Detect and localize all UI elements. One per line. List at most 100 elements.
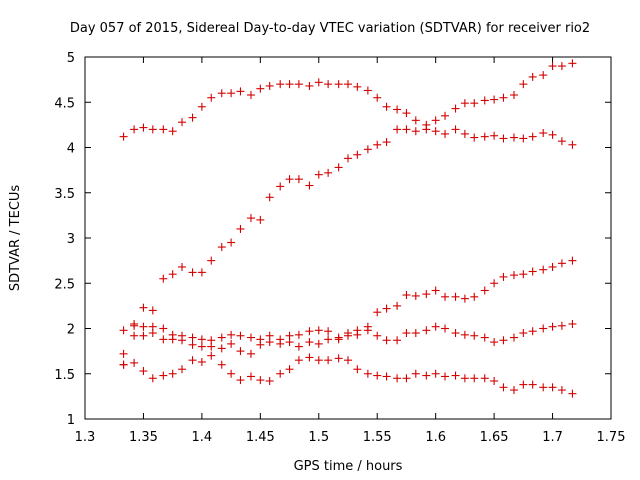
data-point xyxy=(363,145,372,154)
data-point xyxy=(276,182,285,191)
data-point xyxy=(334,333,343,342)
data-point xyxy=(236,224,245,233)
data-point xyxy=(139,123,148,132)
data-point xyxy=(402,329,411,338)
data-point xyxy=(363,369,372,378)
data-point xyxy=(470,331,479,340)
data-point xyxy=(382,336,391,345)
data-point xyxy=(227,238,236,247)
data-point xyxy=(256,376,265,385)
data-point xyxy=(227,89,236,98)
data-point xyxy=(499,272,508,281)
data-point xyxy=(402,291,411,300)
data-point xyxy=(451,104,460,113)
x-tick-label: 1.7 xyxy=(542,430,563,445)
data-point xyxy=(441,111,450,120)
y-tick-label: 1 xyxy=(67,413,75,428)
data-point xyxy=(382,102,391,111)
data-point xyxy=(373,371,382,380)
data-point xyxy=(422,125,431,134)
data-point xyxy=(557,321,566,330)
data-point xyxy=(246,333,255,342)
y-tick-label: 3 xyxy=(67,232,75,247)
data-point xyxy=(139,367,148,376)
data-point xyxy=(470,133,479,142)
data-point xyxy=(276,339,285,348)
data-point xyxy=(411,127,420,136)
data-point xyxy=(431,369,440,378)
axis-ticks: 1.3 1.35 1.4 1.45 1.5 1.55 1.6 1.65 1.7 1.75 1 1.5 2… xyxy=(54,51,625,445)
x-tick-label: 1.5 xyxy=(308,430,329,445)
data-point xyxy=(285,175,294,184)
data-point xyxy=(207,351,216,360)
data-point xyxy=(402,109,411,118)
data-point xyxy=(159,125,168,134)
data-point xyxy=(227,339,236,348)
data-point xyxy=(451,329,460,338)
data-point xyxy=(451,292,460,301)
data-point xyxy=(246,214,255,223)
y-tick-label: 3.5 xyxy=(54,187,75,202)
data-point xyxy=(314,356,323,365)
data-point xyxy=(539,71,548,80)
data-point xyxy=(207,256,216,265)
data-point xyxy=(480,132,489,141)
data-point xyxy=(314,339,323,348)
data-point xyxy=(168,270,177,279)
data-point xyxy=(314,326,323,335)
data-point xyxy=(227,330,236,339)
data-point xyxy=(236,331,245,340)
data-point xyxy=(305,81,314,90)
y-tick-label: 2.5 xyxy=(54,277,75,292)
data-point xyxy=(324,335,333,344)
data-point xyxy=(148,374,157,383)
data-point xyxy=(130,331,139,340)
data-point xyxy=(382,372,391,381)
data-point xyxy=(178,118,187,127)
data-point xyxy=(197,268,206,277)
data-point xyxy=(568,140,577,149)
data-point xyxy=(499,134,508,143)
data-point xyxy=(344,356,352,365)
data-point xyxy=(411,291,420,300)
data-point xyxy=(490,376,499,385)
data-point xyxy=(276,369,285,378)
data-point xyxy=(256,215,265,224)
data-point xyxy=(519,80,528,89)
data-point xyxy=(539,265,548,274)
data-point xyxy=(548,383,557,392)
data-point xyxy=(217,243,226,252)
plot-frame xyxy=(84,56,612,420)
data-point xyxy=(227,369,236,378)
data-point xyxy=(168,127,177,136)
data-point xyxy=(256,340,265,349)
data-point xyxy=(246,349,255,358)
data-point xyxy=(168,369,177,378)
data-point xyxy=(519,134,528,143)
data-point xyxy=(548,130,557,139)
data-point xyxy=(519,270,528,279)
data-point xyxy=(528,327,537,336)
data-point xyxy=(393,105,402,114)
data-point xyxy=(431,116,440,125)
data-point xyxy=(285,338,294,347)
data-point xyxy=(276,80,285,89)
data-point xyxy=(217,333,226,342)
data-point xyxy=(480,96,489,105)
data-point xyxy=(441,324,450,333)
data-point xyxy=(548,322,557,331)
data-point xyxy=(159,274,168,283)
data-point xyxy=(207,342,216,351)
data-point xyxy=(460,374,469,383)
data-point xyxy=(411,329,420,338)
data-point xyxy=(119,132,128,141)
data-point xyxy=(373,308,382,317)
data-point xyxy=(528,267,537,276)
data-point xyxy=(480,286,489,295)
data-point xyxy=(460,294,469,303)
data-point xyxy=(148,125,157,134)
data-point xyxy=(285,365,294,374)
x-tick-label: 1.55 xyxy=(363,430,392,445)
data-point xyxy=(548,62,557,71)
